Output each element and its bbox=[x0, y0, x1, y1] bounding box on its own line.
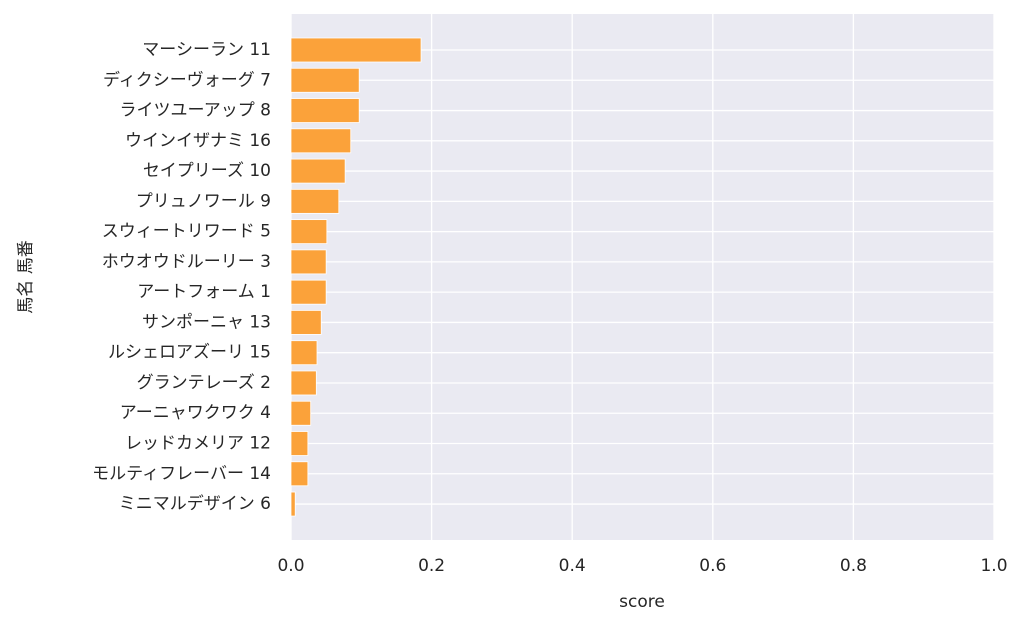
bar bbox=[290, 370, 317, 396]
y-tick-label: モルティフレーバー 14 bbox=[92, 464, 271, 484]
y-tick-label: マーシーラン 11 bbox=[142, 40, 271, 60]
y-tick-label: グランテレーズ 2 bbox=[137, 373, 271, 393]
bar bbox=[290, 249, 327, 275]
bar bbox=[290, 98, 360, 123]
x-axis-label: score bbox=[619, 592, 665, 612]
y-tick-label: ミニマルデザイン 6 bbox=[119, 493, 271, 514]
bar bbox=[290, 219, 328, 245]
bar bbox=[290, 431, 309, 456]
y-tick-label: ルシェロアズーリ 15 bbox=[108, 343, 271, 363]
bar bbox=[290, 279, 327, 305]
y-tick-label: スウィートリワード 5 bbox=[102, 222, 271, 242]
bar bbox=[290, 37, 422, 63]
y-tick-label: アーニャワクワク 4 bbox=[120, 403, 271, 423]
y-tick-label: セイプリーズ 10 bbox=[143, 161, 271, 181]
y-tick-label: ディクシーヴォーグ 7 bbox=[103, 69, 271, 90]
bar bbox=[290, 188, 340, 214]
bar bbox=[290, 158, 346, 184]
x-tick-label: 0.0 bbox=[277, 556, 304, 576]
bar bbox=[290, 461, 309, 487]
plot-background bbox=[291, 14, 994, 540]
bar bbox=[290, 400, 312, 426]
x-tick-label: 0.6 bbox=[699, 556, 726, 576]
y-tick-label: サンポーニャ 13 bbox=[142, 312, 271, 332]
x-tick-label: 1.0 bbox=[980, 556, 1007, 576]
y-axis-label: 馬名 馬番 bbox=[16, 240, 36, 313]
bar bbox=[290, 491, 296, 517]
x-tick-label: 0.8 bbox=[840, 556, 867, 576]
y-tick-label: プリュノワール 9 bbox=[136, 191, 271, 211]
y-tick-label: レッドカメリア 12 bbox=[125, 434, 271, 454]
bar bbox=[290, 340, 318, 366]
bar bbox=[290, 310, 322, 335]
y-tick-label: ホウオウドルーリー 3 bbox=[102, 252, 271, 272]
y-tick-label: ウインイザナミ 16 bbox=[125, 131, 271, 151]
bar bbox=[290, 67, 360, 93]
x-tick-label: 0.2 bbox=[418, 556, 445, 576]
x-tick-label: 0.4 bbox=[559, 556, 586, 576]
y-tick-label: アートフォーム 1 bbox=[137, 282, 271, 302]
bar bbox=[290, 128, 352, 154]
y-tick-label: ライツユーアップ 8 bbox=[119, 101, 271, 121]
